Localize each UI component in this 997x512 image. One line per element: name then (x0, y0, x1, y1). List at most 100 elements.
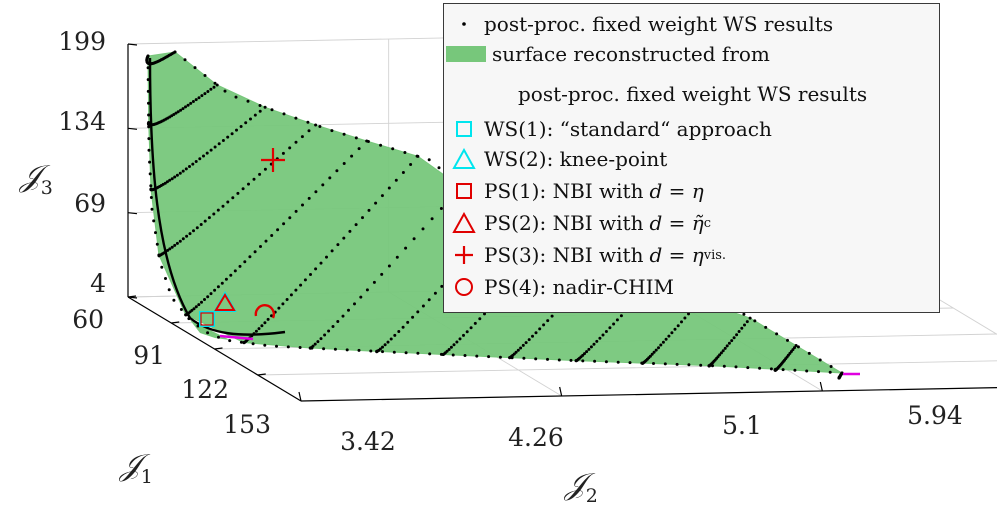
data-point (178, 239, 182, 243)
data-point (239, 125, 243, 128)
cyan-square-icon (444, 114, 484, 144)
data-point (463, 354, 467, 357)
data-point (734, 365, 738, 369)
j3-tick-label: 199 (58, 27, 106, 56)
j3-tick-mark (127, 127, 138, 130)
data-point (595, 339, 599, 343)
data-point (173, 243, 177, 247)
data-point (531, 334, 534, 338)
data-point (286, 345, 290, 349)
data-point (147, 101, 150, 105)
data-point (745, 320, 749, 324)
data-point (209, 87, 213, 91)
data-point (288, 146, 292, 150)
data-point (786, 338, 789, 342)
data-point (184, 167, 188, 171)
data-point (213, 81, 217, 85)
data-point (319, 337, 323, 341)
j2-axis-line (300, 387, 997, 402)
data-point (173, 50, 177, 54)
data-point (289, 293, 293, 297)
data-point (569, 358, 573, 362)
surface-patch-icon (444, 39, 488, 69)
data-point (194, 98, 198, 102)
data-point (403, 151, 407, 154)
data-point (393, 333, 397, 337)
data-point (166, 248, 170, 252)
data-point (357, 147, 361, 151)
data-point (601, 333, 605, 337)
data-point (451, 353, 455, 357)
j1-tick-mark (171, 321, 180, 324)
legend-entry-ws2: WS(2): knee-point (444, 144, 667, 174)
data-point (319, 261, 323, 265)
data-point (727, 341, 731, 345)
data-point (521, 343, 525, 347)
data-point (152, 219, 156, 223)
data-point (437, 166, 441, 170)
data-point (194, 160, 198, 163)
data-point (253, 113, 257, 117)
data-point (341, 314, 345, 318)
data-point (608, 326, 612, 330)
data-point (149, 196, 153, 199)
data-point (322, 347, 326, 351)
j1-axis-label-sub: 1 (141, 466, 153, 488)
data-point (791, 348, 795, 352)
data-point (246, 99, 250, 103)
data-point (235, 128, 238, 132)
data-point (534, 357, 538, 361)
data-point (652, 362, 655, 365)
data-point (673, 327, 677, 331)
legend-label: surface reconstructed from (492, 42, 770, 66)
data-point (229, 273, 233, 277)
data-point (282, 112, 286, 116)
data-point (221, 204, 225, 208)
data-point (336, 243, 340, 247)
data-point (740, 326, 744, 330)
data-point (534, 331, 538, 335)
data-point (516, 348, 520, 352)
data-point (380, 194, 384, 198)
legend-label: post-proc. fixed weight WS results (484, 12, 834, 36)
data-point (615, 318, 619, 322)
j3-tick-label: 134 (58, 107, 106, 136)
ps4-marker (254, 304, 275, 319)
data-point (748, 316, 752, 320)
j1-tick-mark (127, 295, 137, 298)
legend-entry-surface: surface reconstructed from (444, 39, 770, 69)
data-point (244, 121, 248, 125)
data-point (546, 357, 549, 361)
data-point (299, 283, 303, 287)
data-point (173, 175, 177, 179)
data-point (212, 212, 216, 216)
data-point (263, 167, 267, 171)
data-point (294, 116, 298, 120)
data-point (380, 272, 384, 276)
data-point (253, 250, 257, 254)
data-point (793, 368, 797, 372)
j3-axis-label: 𝒥3 (18, 159, 53, 199)
legend-label: WS(2): knee-point (484, 147, 668, 171)
j3-ticks: 199 134 69 4 (58, 27, 106, 298)
data-point (412, 237, 416, 241)
data-point (433, 291, 437, 295)
data-point (514, 350, 518, 354)
data-point (473, 321, 477, 325)
data-point (234, 95, 238, 99)
data-point (415, 154, 419, 158)
ps2-marker (214, 293, 236, 311)
data-point (258, 172, 262, 176)
data-point (354, 136, 358, 140)
data-point (583, 352, 586, 356)
data-point (165, 180, 169, 184)
data-point (732, 336, 736, 340)
data-point (281, 302, 285, 306)
data-point (147, 125, 151, 129)
data-point (527, 338, 531, 342)
j3-tick-label: 69 (74, 189, 106, 218)
red-square-icon (444, 176, 484, 206)
data-point (212, 85, 216, 89)
data-point (519, 346, 523, 350)
data-point (746, 366, 750, 370)
